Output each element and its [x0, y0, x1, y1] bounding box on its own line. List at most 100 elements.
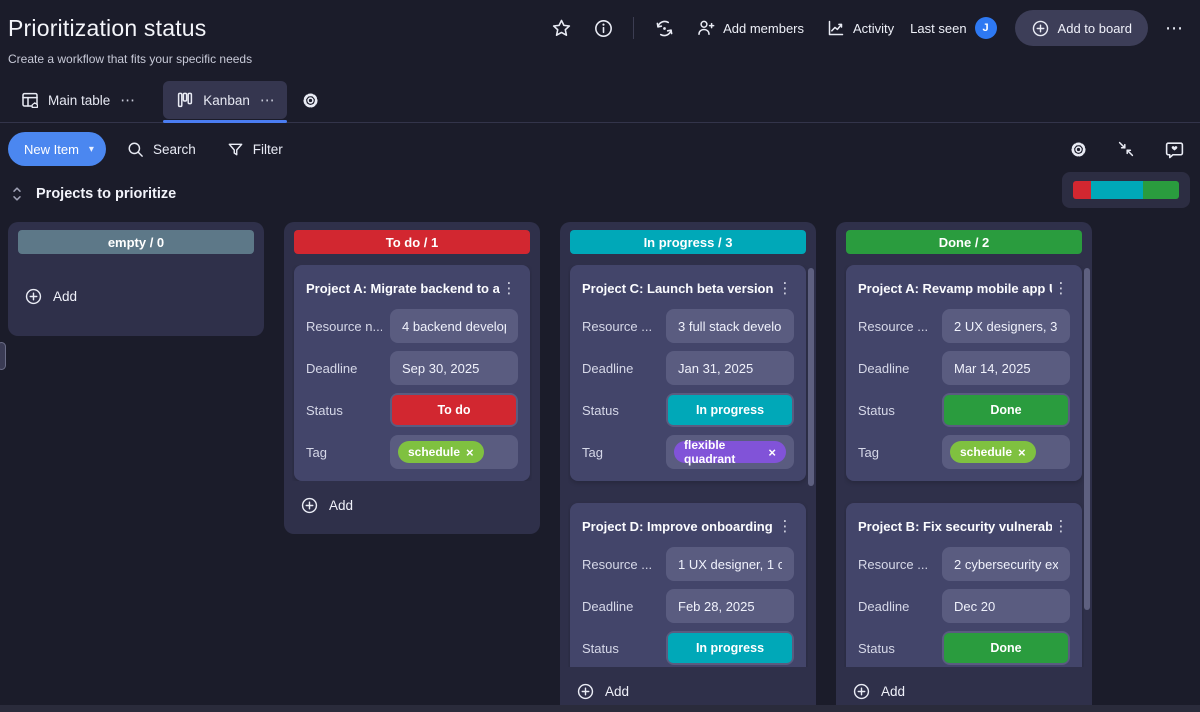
tag-remove-icon[interactable]: × — [768, 444, 776, 460]
field-value-chip[interactable]: 4 backend developer... — [390, 309, 518, 343]
kanban-icon — [178, 92, 193, 108]
status-cell[interactable]: In progress — [666, 631, 794, 665]
tag-pill[interactable]: schedule × — [398, 441, 484, 463]
last-seen[interactable]: Last seen J — [910, 17, 997, 39]
kanban-column: empty / 0 Add — [8, 222, 264, 336]
group-title[interactable]: Projects to prioritize — [36, 186, 177, 202]
card-title[interactable]: Project A: Revamp mobile app UI... — [858, 280, 1052, 296]
tag-pill[interactable]: schedule × — [950, 441, 1036, 463]
field-label: Status — [858, 402, 895, 418]
add-card-button[interactable]: Add — [292, 481, 532, 530]
field-label: Status — [582, 402, 619, 418]
card-field-row: Status In progress — [582, 393, 794, 427]
tag-cell[interactable]: schedule × — [390, 435, 518, 469]
card-field-row: Tag flexible quadrant × — [582, 435, 794, 469]
bottom-strip — [0, 705, 1200, 712]
board-info-button[interactable] — [587, 12, 619, 44]
feedback-button[interactable] — [1158, 133, 1190, 165]
tag-cell[interactable]: schedule × — [942, 435, 1070, 469]
card-menu-button[interactable]: ⋮ — [777, 518, 793, 535]
card-title[interactable]: Project B: Fix security vulnerabili... — [858, 518, 1052, 534]
collapse-group-icon[interactable] — [10, 186, 24, 202]
field-value-chip[interactable]: 1 UX designer, 1 co... — [666, 547, 794, 581]
add-card-button[interactable]: Add — [568, 667, 808, 712]
status-cell[interactable]: To do — [390, 393, 518, 427]
field-label: Tag — [582, 444, 603, 460]
field-value-chip[interactable]: 3 full stack develop... — [666, 309, 794, 343]
tag-cell[interactable]: flexible quadrant × — [666, 435, 794, 469]
view-settings-button[interactable] — [295, 84, 327, 116]
field-value-chip[interactable]: Feb 28, 2025 — [666, 589, 794, 623]
kanban-card[interactable]: Project A: Revamp mobile app UI... ⋮ Resou… — [846, 265, 1082, 481]
card-title[interactable]: Project C: Launch beta version of... — [582, 280, 776, 296]
card-field-row: Resource ... 2 UX designers, 3 fr... — [858, 309, 1070, 343]
activity-button[interactable]: Activity — [820, 12, 900, 44]
plus-icon — [576, 682, 595, 701]
card-field-row: Resource ... 3 full stack develop... — [582, 309, 794, 343]
status-pill[interactable]: Done — [944, 633, 1068, 663]
favorite-star-button[interactable] — [545, 12, 577, 44]
tag-pill[interactable]: flexible quadrant × — [674, 438, 786, 466]
status-cell[interactable]: Done — [942, 393, 1070, 427]
kanban-card[interactable]: Project B: Fix security vulnerabili...⋮ R… — [846, 503, 1082, 667]
add-to-board-button[interactable]: Add to board — [1014, 10, 1148, 46]
column-scrollbar[interactable] — [808, 268, 814, 486]
field-label: Resource ... — [582, 556, 653, 572]
card-title[interactable]: Project A: Migrate backend to a cl... — [306, 280, 500, 296]
tab-main-table-label: Main table — [48, 92, 111, 108]
tab-kanban[interactable]: Kanban ⋯ — [163, 81, 287, 123]
search-label: Search — [152, 141, 196, 157]
field-value-chip[interactable]: 2 UX designers, 3 fr... — [942, 309, 1070, 343]
card-menu-button[interactable]: ⋮ — [1053, 518, 1069, 535]
column-scrollbar[interactable] — [1084, 268, 1090, 610]
left-panel-handle[interactable] — [0, 342, 6, 370]
avatar[interactable]: J — [974, 17, 997, 39]
group-progress-widget[interactable] — [1062, 172, 1190, 208]
add-card-button[interactable]: Add — [16, 265, 256, 332]
column-header-chip[interactable]: Done / 2 — [846, 230, 1082, 254]
status-pill[interactable]: To do — [392, 395, 516, 425]
search-button[interactable]: Search — [116, 132, 206, 166]
field-label: Deadline — [582, 598, 634, 614]
card-title[interactable]: Project D: Improve onboarding fl... — [582, 518, 776, 534]
card-field-row: Resource ... 1 UX designer, 1 co... — [582, 547, 794, 581]
kanban-settings-button[interactable] — [1062, 133, 1094, 165]
filter-funnel-icon — [228, 143, 243, 155]
chevron-down-icon[interactable]: ▾ — [88, 143, 94, 155]
column-header-chip[interactable]: To do / 1 — [294, 230, 530, 254]
column-header-chip[interactable]: In progress / 3 — [570, 230, 806, 254]
kanban-card[interactable]: Project D: Improve onboarding fl... ⋮ Reso… — [570, 503, 806, 667]
status-cell[interactable]: Done — [942, 631, 1070, 665]
card-menu-button[interactable]: ⋮ — [777, 280, 793, 297]
tag-remove-icon[interactable]: × — [1018, 444, 1026, 460]
field-value-chip[interactable]: 2 cybersecurity exp... — [942, 547, 1070, 581]
column-header-chip[interactable]: empty / 0 — [18, 230, 254, 254]
field-value-chip[interactable]: Sep 30, 2025 — [390, 351, 518, 385]
add-members-button[interactable]: Add members — [690, 12, 810, 44]
field-value-chip[interactable]: Mar 14, 2025 — [942, 351, 1070, 385]
card-menu-button[interactable]: ⋮ — [501, 280, 517, 297]
status-pill[interactable]: In progress — [668, 633, 792, 663]
status-pill[interactable]: In progress — [668, 395, 792, 425]
tab-main-table-menu[interactable]: ⋯ — [120, 92, 136, 109]
new-item-button[interactable]: New Item ▾ — [8, 132, 106, 166]
tag-remove-icon[interactable]: × — [466, 444, 474, 460]
integrate-button[interactable] — [648, 12, 680, 44]
filter-button[interactable]: Filter — [216, 132, 293, 166]
add-card-button[interactable]: Add — [844, 667, 1084, 712]
status-cell[interactable]: In progress — [666, 393, 794, 427]
tab-kanban-menu[interactable]: ⋯ — [259, 92, 275, 109]
collapse-view-button[interactable] — [1110, 133, 1142, 165]
kanban-card[interactable]: Project C: Launch beta version of...⋮ Res… — [570, 265, 806, 481]
card-menu-button[interactable]: ⋮ — [1053, 280, 1069, 297]
kanban-card[interactable]: Project A: Migrate backend to a cl...⋮ Re… — [294, 265, 530, 481]
tag-label: flexible quadrant — [684, 438, 736, 466]
field-value-chip[interactable]: Dec 20 — [942, 589, 1070, 623]
tab-main-table[interactable]: Main table ⋯ — [8, 81, 147, 119]
card-field-row: Tag schedule × — [306, 435, 518, 469]
status-pill[interactable]: Done — [944, 395, 1068, 425]
add-to-board-label: Add to board — [1057, 20, 1132, 36]
field-value-chip[interactable]: Jan 31, 2025 — [666, 351, 794, 385]
board-more-menu[interactable]: ⋯ — [1165, 17, 1183, 38]
column-cards-viewport: Project C: Launch beta version of...⋮Res… — [568, 265, 808, 667]
